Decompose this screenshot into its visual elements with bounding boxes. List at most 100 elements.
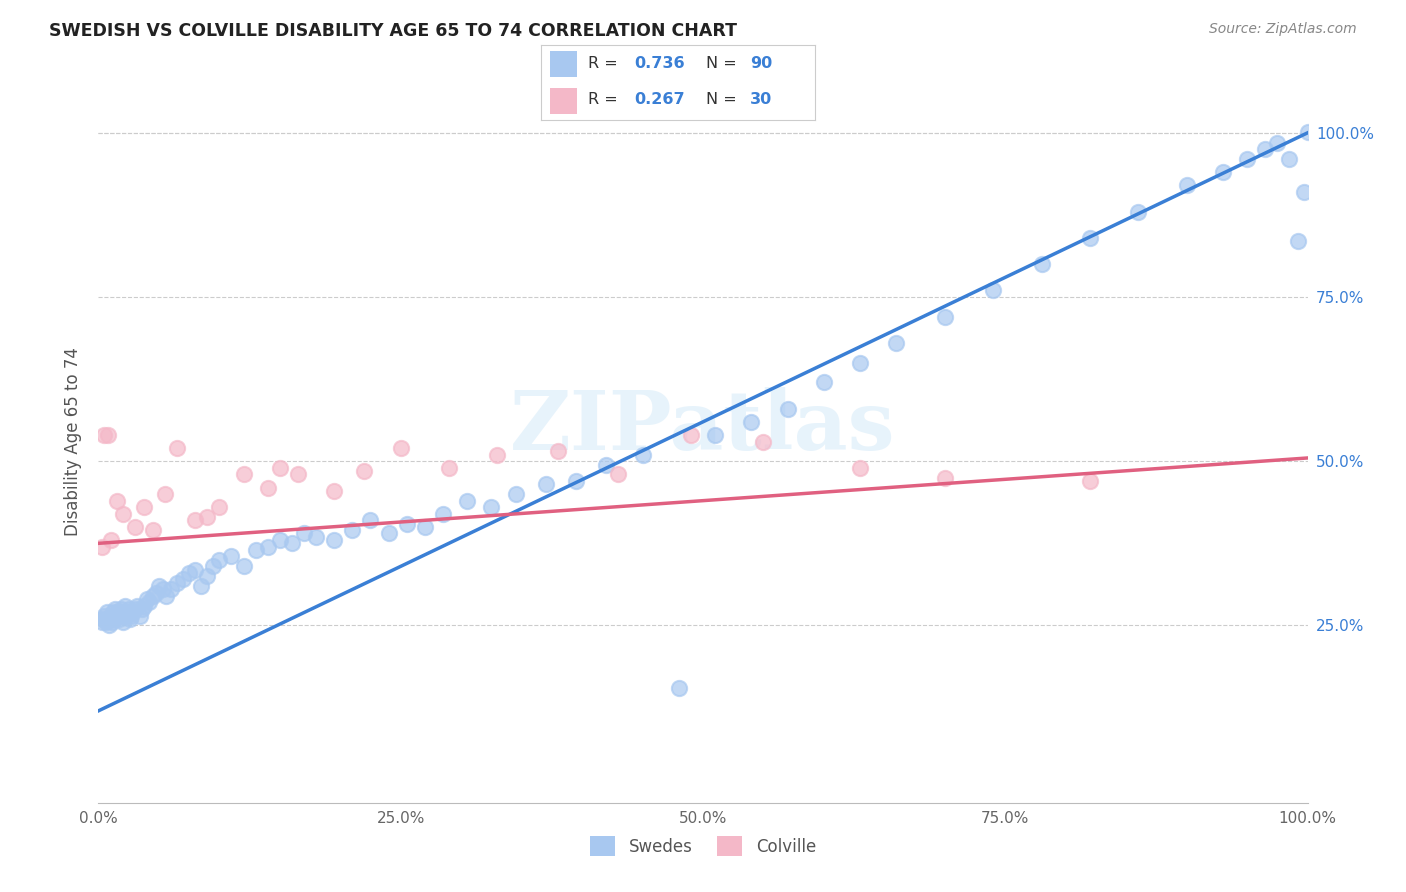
Point <box>138 595 160 609</box>
Point <box>342 523 364 537</box>
Point <box>142 523 165 537</box>
Point <box>534 477 557 491</box>
Point <box>120 608 142 623</box>
Point <box>100 615 122 630</box>
Point <box>134 500 156 515</box>
Point <box>101 605 124 619</box>
Point <box>195 510 218 524</box>
Point <box>1175 178 1198 193</box>
Point <box>112 605 135 619</box>
Point <box>245 542 267 557</box>
Point <box>118 602 141 616</box>
Point <box>849 356 872 370</box>
Text: R =: R = <box>588 92 623 107</box>
Text: N =: N = <box>706 56 742 71</box>
Point <box>740 415 762 429</box>
Point <box>114 599 136 613</box>
Point <box>323 533 346 547</box>
Text: R =: R = <box>588 56 623 71</box>
Point <box>849 460 872 475</box>
Point <box>547 444 569 458</box>
Point <box>166 575 188 590</box>
Point <box>981 284 1004 298</box>
Point <box>97 428 120 442</box>
Point <box>98 618 121 632</box>
Point <box>360 513 382 527</box>
Point <box>1267 136 1289 150</box>
Text: Source: ZipAtlas.com: Source: ZipAtlas.com <box>1209 22 1357 37</box>
Point <box>115 608 138 623</box>
Point <box>108 608 131 623</box>
Point <box>1254 142 1277 156</box>
Point <box>91 615 114 630</box>
Point <box>108 612 131 626</box>
Point <box>124 602 146 616</box>
Point <box>1286 234 1309 248</box>
Point <box>437 460 460 475</box>
Point <box>1078 474 1101 488</box>
Point <box>1296 124 1319 138</box>
Point <box>256 540 278 554</box>
Point <box>131 602 153 616</box>
Legend: Swedes, Colville: Swedes, Colville <box>583 830 823 863</box>
Point <box>127 599 149 613</box>
Point <box>668 681 690 695</box>
Point <box>100 608 122 623</box>
Point <box>145 585 167 599</box>
Point <box>305 530 328 544</box>
Point <box>704 428 727 442</box>
Point <box>117 605 139 619</box>
Point <box>91 540 114 554</box>
Point <box>93 608 115 623</box>
Point <box>155 589 177 603</box>
Point <box>100 533 122 547</box>
Point <box>166 441 188 455</box>
Point <box>96 605 118 619</box>
Point <box>153 487 176 501</box>
Point <box>456 493 478 508</box>
Point <box>105 608 128 623</box>
Point <box>232 559 254 574</box>
Point <box>269 533 291 547</box>
Point <box>595 458 617 472</box>
Point <box>934 310 956 324</box>
Point <box>208 500 231 515</box>
Point <box>1128 204 1150 219</box>
Text: N =: N = <box>706 92 742 107</box>
Text: 0.267: 0.267 <box>634 92 685 107</box>
Point <box>105 493 128 508</box>
Text: SWEDISH VS COLVILLE DISABILITY AGE 65 TO 74 CORRELATION CHART: SWEDISH VS COLVILLE DISABILITY AGE 65 TO… <box>49 22 737 40</box>
Point <box>160 582 183 597</box>
Point <box>179 566 201 580</box>
Point <box>505 487 527 501</box>
Point <box>1078 231 1101 245</box>
Point <box>111 615 134 630</box>
Point <box>232 467 254 482</box>
Point <box>110 602 132 616</box>
Point <box>607 467 630 482</box>
Point <box>389 441 412 455</box>
Point <box>395 516 418 531</box>
Point <box>184 513 207 527</box>
Point <box>287 467 309 482</box>
Point <box>124 520 146 534</box>
Point <box>134 599 156 613</box>
Y-axis label: Disability Age 65 to 74: Disability Age 65 to 74 <box>63 347 82 536</box>
Point <box>135 592 157 607</box>
Point <box>934 471 956 485</box>
Text: 0.736: 0.736 <box>634 56 685 71</box>
Point <box>413 520 436 534</box>
Point <box>118 612 141 626</box>
Point <box>752 434 775 449</box>
Point <box>256 481 278 495</box>
Point <box>269 460 291 475</box>
Point <box>104 602 127 616</box>
Point <box>142 589 165 603</box>
Point <box>1278 152 1301 166</box>
Bar <box>550 87 576 113</box>
Point <box>184 563 207 577</box>
Point <box>128 608 150 623</box>
Point <box>91 612 114 626</box>
Point <box>486 448 509 462</box>
Point <box>886 336 908 351</box>
